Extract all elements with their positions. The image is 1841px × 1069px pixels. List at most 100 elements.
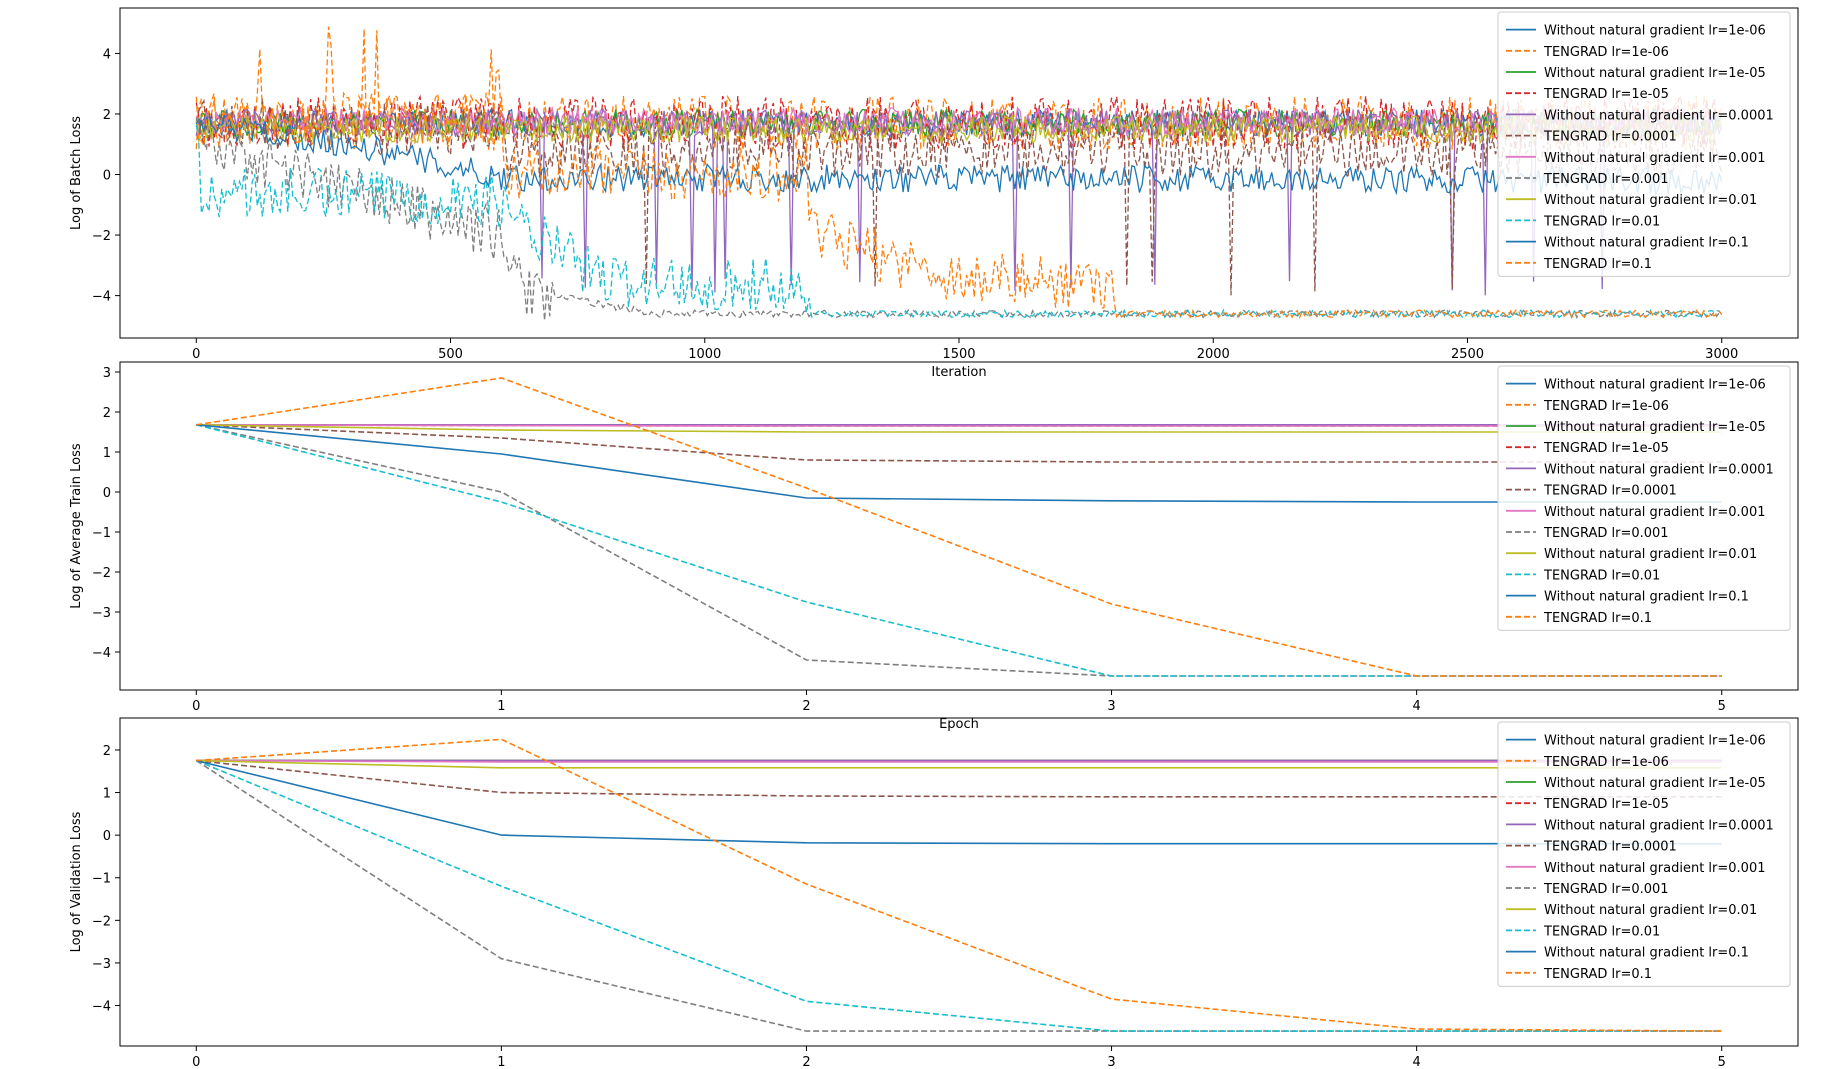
y-tick-label: −3	[92, 957, 111, 972]
legend-label: TENGRAD lr=0.01	[1543, 214, 1660, 229]
legend-label: Without natural gradient lr=1e-05	[1544, 420, 1766, 435]
x-tick-label: 3	[1107, 699, 1115, 714]
legend-label: Without natural gradient lr=1e-06	[1544, 378, 1766, 393]
legend-label: Without natural gradient lr=1e-06	[1544, 734, 1766, 749]
series-line-6	[196, 424, 1722, 463]
y-tick-label: 1	[103, 446, 111, 461]
x-tick-label: 2	[802, 699, 810, 714]
series-line-8	[195, 759, 1722, 1032]
series-line-10	[195, 124, 1723, 319]
legend-label: Without natural gradient lr=0.1	[1544, 946, 1749, 961]
legend-label: Without natural gradient lr=0.001	[1544, 505, 1766, 520]
legend-label: Without natural gradient lr=0.0001	[1544, 462, 1774, 477]
legend-label: TENGRAD lr=0.1	[1543, 967, 1652, 982]
legend-label: TENGRAD lr=0.0001	[1543, 840, 1677, 855]
legend-label: Without natural gradient lr=0.01	[1544, 903, 1757, 918]
x-tick-label: 3	[1107, 1055, 1115, 1069]
legend: Without natural gradient lr=1e-06 TENGRAD…	[1497, 721, 1791, 987]
legend-label: Without natural gradient lr=0.001	[1544, 151, 1766, 166]
y-tick-label: 1	[103, 787, 111, 802]
legend-label: Without natural gradient lr=0.01	[1544, 547, 1757, 562]
legend-label: Without natural gradient lr=0.0001	[1544, 818, 1774, 833]
y-tick-label: 2	[103, 406, 111, 421]
x-tick-label: 500	[438, 347, 463, 362]
x-tick-label: 3000	[1705, 347, 1738, 362]
chart-panel-1: 0 500 1000 1500 2000 2500 3000 −4 −2 0 2 4 Log of Ba…	[69, 7, 1799, 380]
series-line-6	[195, 98, 1723, 296]
y-tick-label: 4	[103, 47, 111, 62]
legend-label: TENGRAD lr=0.01	[1543, 924, 1660, 939]
y-tick-label: 2	[103, 744, 111, 759]
legend-label: Without natural gradient lr=1e-05	[1544, 66, 1766, 81]
y-tick-label: −2	[92, 566, 111, 581]
x-tick-label: 2500	[1451, 347, 1484, 362]
legend-label: TENGRAD lr=1e-05	[1543, 87, 1669, 102]
legend-label: Without natural gradient lr=0.1	[1544, 236, 1749, 251]
legend-label: TENGRAD lr=0.001	[1543, 172, 1669, 187]
legend-label: TENGRAD lr=0.01	[1543, 568, 1660, 583]
x-tick-label: 4	[1412, 699, 1420, 714]
legend: Without natural gradient lr=1e-06 TENGRAD…	[1497, 11, 1791, 277]
y-tick-label: 0	[103, 169, 111, 184]
x-tick-label: 1	[497, 699, 505, 714]
legend-label: Without natural gradient lr=1e-06	[1544, 24, 1766, 39]
y-tick-label: 2	[103, 108, 111, 123]
y-axis-label: Log of Batch Loss	[69, 116, 84, 230]
series-line-9	[196, 424, 1722, 433]
series-line-12	[195, 26, 1723, 320]
series-line-7	[196, 759, 1722, 763]
legend-label: TENGRAD lr=0.0001	[1543, 484, 1677, 499]
legend-label: TENGRAD lr=0.1	[1543, 257, 1652, 272]
series-line-12	[196, 377, 1722, 677]
legend: Without natural gradient lr=1e-06 TENGRAD…	[1497, 365, 1791, 631]
series-line-9	[195, 113, 1723, 146]
legend-label: TENGRAD lr=1e-05	[1543, 797, 1669, 812]
chart-panel-3: 0 1 2 3 4 5 −4 −3 −2 −1 0 1 2 Log of Validation Loss E…	[69, 717, 1799, 1069]
chart-panel-2: 0 1 2 3 4 5 −4 −3 −2 −1 0 1 2 3 Log of Average Train L…	[69, 361, 1799, 732]
y-tick-label: −1	[92, 526, 111, 541]
x-tick-label: 0	[192, 699, 200, 714]
x-tick-label: 1500	[942, 347, 975, 362]
y-tick-label: −4	[92, 646, 111, 661]
legend-label: TENGRAD lr=1e-06	[1543, 45, 1669, 60]
series-line-8	[196, 424, 1722, 677]
legend-label: TENGRAD lr=0.001	[1543, 526, 1669, 541]
y-tick-label: −4	[92, 1000, 111, 1015]
legend-box	[1497, 721, 1791, 987]
legend-box	[1497, 365, 1791, 631]
axes-frame	[119, 717, 1799, 1047]
x-tick-label: 5	[1718, 1055, 1726, 1069]
legend-box	[1497, 11, 1791, 277]
y-axis-label: Log of Average Train Loss	[69, 443, 84, 609]
legend-label: TENGRAD lr=0.0001	[1543, 130, 1677, 145]
x-tick-label: 1000	[688, 347, 721, 362]
legend-label: Without natural gradient lr=0.0001	[1544, 108, 1774, 123]
y-tick-label: −4	[92, 290, 111, 305]
series-line-10	[195, 759, 1722, 1032]
series-line-9	[196, 759, 1722, 769]
y-tick-label: −1	[92, 872, 111, 887]
x-tick-label: 0	[192, 1055, 200, 1069]
x-tick-label: 1	[497, 1055, 505, 1069]
x-tick-label: 2000	[1197, 347, 1230, 362]
x-tick-label: 4	[1412, 1055, 1420, 1069]
series-line-6	[196, 759, 1722, 798]
legend-label: TENGRAD lr=1e-05	[1543, 441, 1669, 456]
legend-label: TENGRAD lr=0.001	[1543, 882, 1669, 897]
legend-label: Without natural gradient lr=0.1	[1544, 590, 1749, 605]
x-tick-label: 2	[802, 1055, 810, 1069]
series-line-11	[195, 109, 1723, 197]
axes-frame	[119, 361, 1799, 691]
legend-label: TENGRAD lr=0.1	[1543, 611, 1652, 626]
x-axis-label: Epoch	[939, 717, 979, 732]
legend-label: TENGRAD lr=1e-06	[1543, 399, 1669, 414]
legend-label: Without natural gradient lr=0.01	[1544, 193, 1757, 208]
series-line-11	[196, 759, 1722, 845]
x-tick-label: 5	[1718, 699, 1726, 714]
legend-label: Without natural gradient lr=0.001	[1544, 861, 1766, 876]
x-tick-label: 0	[192, 347, 200, 362]
series-line-7	[196, 423, 1722, 427]
y-tick-label: 0	[103, 829, 111, 844]
y-tick-label: −3	[92, 606, 111, 621]
